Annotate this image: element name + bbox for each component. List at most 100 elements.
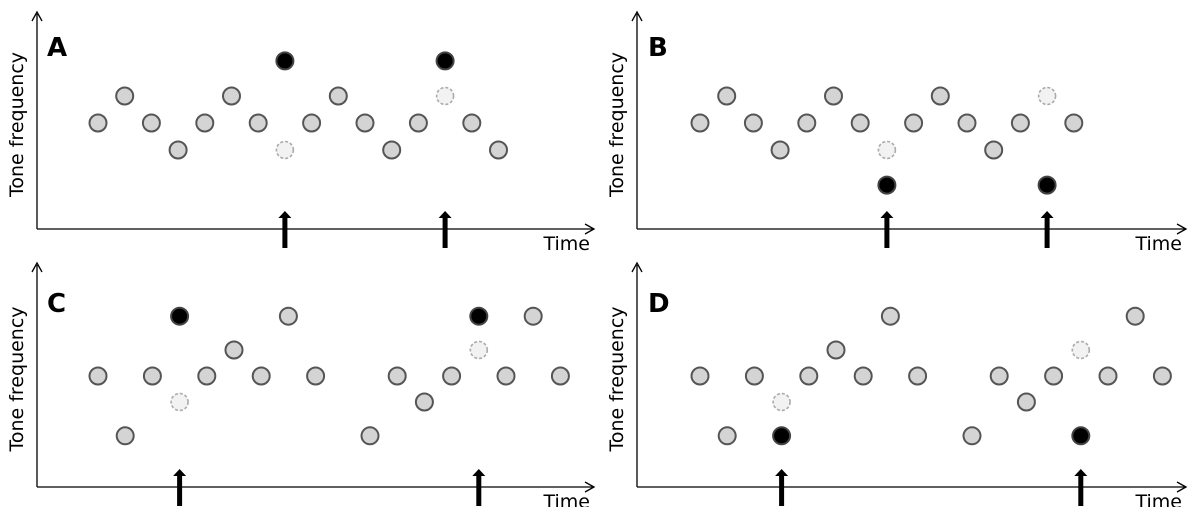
standard-tone-dot bbox=[414, 392, 434, 412]
standard-tone-dot bbox=[1044, 366, 1064, 386]
standard-tone-dot bbox=[462, 113, 482, 133]
standard-tone-dot bbox=[717, 86, 737, 106]
omitted-tone-dot bbox=[1071, 340, 1091, 360]
standard-tone-dot bbox=[743, 113, 763, 133]
omitted-tone-dot bbox=[170, 392, 189, 412]
standard-tone-dot bbox=[328, 86, 348, 106]
standard-tone-dot bbox=[797, 113, 817, 133]
x-axis-arrowhead bbox=[1176, 481, 1188, 493]
standard-tone-dot bbox=[904, 113, 924, 133]
standard-tone-dot bbox=[957, 113, 977, 133]
omitted-tone-dot bbox=[1037, 86, 1057, 106]
standard-tone-dot bbox=[408, 113, 428, 133]
panel-c: Tone frequency Time C bbox=[6, 261, 596, 512]
standard-tone-dot bbox=[690, 366, 710, 386]
time-marker-arrow bbox=[1040, 211, 1054, 248]
panel-letter: A bbox=[47, 33, 67, 63]
omitted-tone-dot bbox=[435, 86, 455, 106]
standard-tone-dot bbox=[142, 366, 162, 386]
y-axis-arrowhead bbox=[631, 10, 643, 22]
x-axis-label: Time bbox=[1135, 491, 1183, 507]
standard-tone-dot bbox=[197, 366, 217, 386]
deviant-tone-dot bbox=[435, 51, 455, 71]
omitted-tone-dot bbox=[877, 140, 897, 160]
x-axis-label: Time bbox=[543, 491, 591, 507]
deviant-tone-dot bbox=[275, 51, 295, 71]
standard-tone-dot bbox=[222, 86, 241, 106]
standard-tone-dot bbox=[306, 366, 326, 386]
standard-tone-dot bbox=[880, 306, 900, 326]
standard-tone-dot bbox=[826, 340, 846, 360]
standard-tone-dot bbox=[744, 366, 764, 386]
panel-letter: D bbox=[648, 289, 670, 319]
y-axis-label: Tone frequency bbox=[606, 306, 628, 452]
time-marker-arrow bbox=[438, 211, 452, 248]
standard-tone-dot bbox=[278, 306, 298, 326]
panel-b: Tone frequency Time B bbox=[606, 10, 1188, 255]
time-marker-arrow bbox=[173, 469, 187, 506]
standard-tone-dot bbox=[690, 113, 710, 133]
deviant-tone-dot bbox=[170, 306, 190, 326]
standard-tone-dot bbox=[989, 366, 1009, 386]
standard-tone-dot bbox=[382, 140, 402, 160]
standard-tone-dot bbox=[168, 140, 188, 160]
standard-tone-dot bbox=[302, 113, 322, 133]
y-axis-label: Tone frequency bbox=[606, 52, 628, 198]
standard-tone-dot bbox=[1152, 366, 1172, 386]
deviant-tone-dot bbox=[772, 426, 792, 446]
standard-tone-dot bbox=[496, 366, 516, 386]
standard-tone-dot bbox=[853, 366, 873, 386]
standard-tone-dot bbox=[930, 86, 950, 106]
standard-tone-dot bbox=[355, 113, 375, 133]
time-marker-arrow bbox=[880, 211, 894, 248]
y-axis-arrowhead bbox=[31, 10, 43, 22]
x-axis-arrowhead bbox=[584, 223, 596, 235]
standard-tone-dot bbox=[1125, 306, 1145, 326]
omitted-tone-dot bbox=[469, 340, 489, 360]
time-marker-arrow bbox=[1074, 469, 1088, 506]
x-axis-label: Time bbox=[543, 233, 591, 255]
panel-letter: C bbox=[47, 289, 66, 319]
standard-tone-dot bbox=[1098, 366, 1118, 386]
standard-tone-dot bbox=[1064, 113, 1084, 133]
panel-d: Tone frequency Time D bbox=[606, 261, 1188, 512]
standard-tone-dot bbox=[717, 426, 737, 446]
standard-tone-dot bbox=[770, 140, 790, 160]
deviant-tone-dot bbox=[877, 175, 897, 195]
standard-tone-dot bbox=[908, 366, 928, 386]
standard-tone-dot bbox=[984, 140, 1004, 160]
x-axis-arrowhead bbox=[584, 481, 596, 493]
y-axis-arrowhead bbox=[631, 261, 643, 273]
x-axis-label: Time bbox=[1135, 233, 1183, 255]
standard-tone-dot bbox=[88, 366, 108, 386]
standard-tone-dot bbox=[248, 113, 268, 133]
standard-tone-dot bbox=[799, 366, 819, 386]
y-axis-label: Tone frequency bbox=[6, 52, 28, 198]
y-axis-arrowhead bbox=[31, 261, 43, 273]
standard-tone-dot bbox=[442, 366, 462, 386]
y-axis-label: Tone frequency bbox=[6, 306, 28, 452]
standard-tone-dot bbox=[251, 366, 271, 386]
x-axis-arrowhead bbox=[1176, 223, 1188, 235]
standard-tone-dot bbox=[387, 366, 407, 386]
standard-tone-dot bbox=[195, 113, 215, 133]
standard-tone-dot bbox=[1016, 392, 1036, 412]
standard-tone-dot bbox=[850, 113, 870, 133]
deviant-tone-dot bbox=[1037, 175, 1057, 195]
standard-tone-dot bbox=[489, 140, 508, 160]
standard-tone-dot bbox=[1010, 113, 1030, 133]
time-marker-arrow bbox=[278, 211, 292, 248]
standard-tone-dot bbox=[523, 306, 543, 326]
standard-tone-dot bbox=[141, 113, 161, 133]
standard-tone-dot bbox=[88, 113, 108, 133]
standard-tone-dot bbox=[824, 86, 843, 106]
standard-tone-dot bbox=[115, 426, 135, 446]
time-marker-arrow bbox=[775, 469, 789, 506]
standard-tone-dot bbox=[224, 340, 244, 360]
standard-tone-dot bbox=[962, 426, 982, 446]
time-marker-arrow bbox=[472, 469, 486, 506]
standard-tone-dot bbox=[550, 366, 570, 386]
panel-letter: B bbox=[648, 33, 668, 63]
standard-tone-dot bbox=[115, 86, 135, 106]
